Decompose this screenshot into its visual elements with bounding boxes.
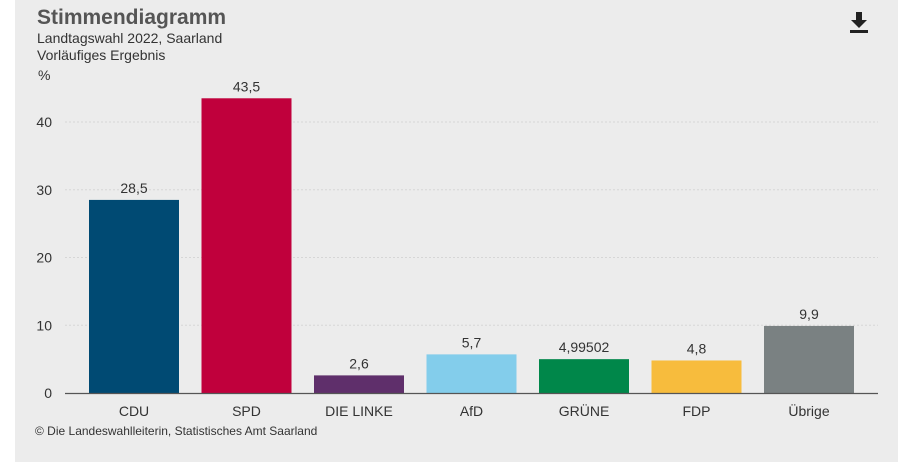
data-label: 5,7: [462, 334, 482, 350]
data-label: 28,5: [120, 180, 147, 196]
x-tick-label: Übrige: [788, 402, 829, 419]
y-tick-label: 0: [44, 385, 52, 401]
bar-übrige: [764, 325, 854, 393]
x-tick-label: GRÜNE: [559, 402, 610, 419]
download-icon[interactable]: [848, 11, 870, 35]
data-label: 4,99502: [559, 339, 610, 355]
x-tick-label: FDP: [683, 403, 711, 419]
bar-spd: [201, 98, 292, 393]
y-tick-label: 40: [36, 114, 52, 130]
bar-afd: [426, 354, 517, 393]
y-tick-label: 30: [36, 182, 52, 198]
source-note: © Die Landeswahlleiterin, Statistisches …: [35, 424, 318, 438]
data-label: 4,8: [687, 340, 707, 356]
chart-title: Stimmendiagramm: [37, 6, 227, 29]
bar-cdu: [89, 199, 179, 393]
x-tick-label: DIE LINKE: [325, 403, 393, 419]
data-label: 2,6: [349, 355, 369, 371]
y-tick-label: 20: [36, 250, 52, 266]
x-tick-label: CDU: [119, 403, 149, 419]
y-tick-label: 10: [36, 317, 52, 333]
chart-subtitle-result: Vorläufiges Ergebnis: [37, 47, 166, 63]
x-tick-label: AfD: [460, 403, 483, 419]
x-tick-label: SPD: [232, 403, 261, 419]
bar-die-linke: [314, 375, 404, 393]
data-label: 9,9: [799, 306, 819, 322]
data-label: 43,5: [233, 78, 260, 94]
y-axis-label: %: [38, 67, 50, 83]
chart-subtitle: Landtagswahl 2022, Saarland: [37, 30, 223, 46]
bar-grüne: [539, 359, 629, 393]
bar-fdp: [651, 360, 742, 393]
